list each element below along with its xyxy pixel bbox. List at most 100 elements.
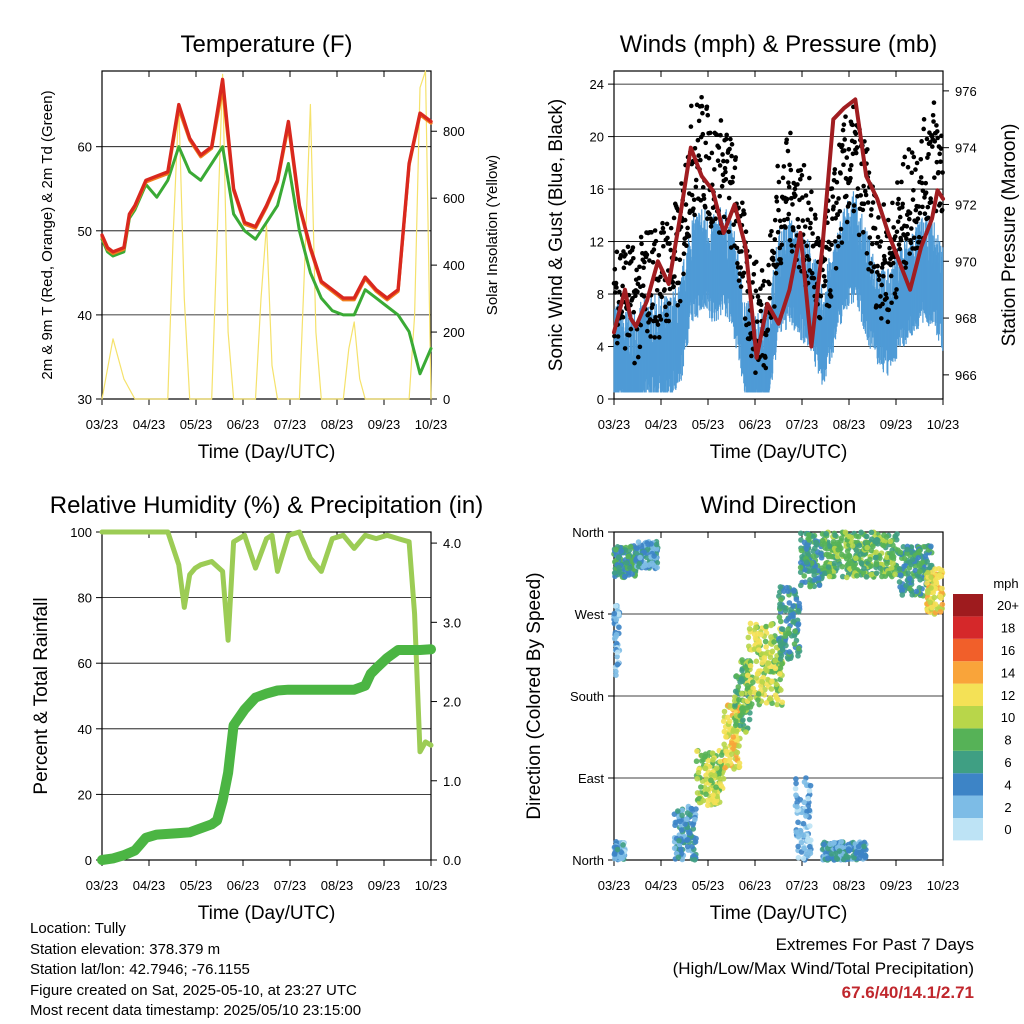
gust-point <box>652 228 658 233</box>
gust-point <box>874 240 880 246</box>
colorbar-label: 20+ <box>997 598 1019 613</box>
x-tick-label: 03/23 <box>598 417 631 432</box>
direction-point <box>790 603 797 609</box>
direction-point <box>855 843 862 850</box>
direction-point <box>862 854 869 861</box>
y-tick-label: 20 <box>78 787 92 802</box>
direction-point <box>746 626 753 632</box>
humidity-precip-panel: 0 20 40 60 80 100 0.0 1.0 2.0 3.0 4.0 03/23 04/23 05/… <box>31 492 483 924</box>
gust-point <box>818 293 824 299</box>
gust-point <box>723 136 729 142</box>
gust-point <box>867 235 873 240</box>
direction-point <box>627 543 634 550</box>
direction-point <box>834 553 841 560</box>
gust-point <box>938 146 944 151</box>
gust-point <box>767 295 773 301</box>
direction-point <box>798 530 804 537</box>
direction-point <box>744 672 751 679</box>
gust-point <box>693 177 699 183</box>
direction-point <box>803 559 810 566</box>
gust-point <box>870 200 876 205</box>
gust-point <box>899 204 905 210</box>
direction-point <box>857 551 864 558</box>
gust-point <box>848 163 854 168</box>
gust-point <box>623 260 629 265</box>
gust-point <box>705 112 711 118</box>
gust-point <box>836 234 842 240</box>
y-right-axis-label: Station Pressure (Maroon) <box>999 124 1020 347</box>
direction-point <box>890 560 896 567</box>
direction-point <box>777 618 784 625</box>
gust-point <box>787 162 792 168</box>
direction-point <box>611 610 618 617</box>
direction-point <box>773 681 780 688</box>
gust-point <box>698 157 703 163</box>
gust-point <box>808 220 813 226</box>
gust-point <box>731 222 736 227</box>
direction-point <box>687 830 693 836</box>
direction-point <box>795 621 802 627</box>
gust-point <box>926 151 931 157</box>
gust-point <box>895 219 901 224</box>
direction-point <box>897 572 904 578</box>
direction-point <box>825 564 832 570</box>
direction-point <box>690 826 697 832</box>
gust-point <box>814 239 820 245</box>
gust-point <box>772 304 777 309</box>
direction-point <box>611 855 618 862</box>
direction-point <box>753 658 760 665</box>
direction-point <box>831 560 838 567</box>
x-tick-label: 04/23 <box>133 417 166 432</box>
gust-point <box>810 231 815 236</box>
direction-point <box>897 549 904 556</box>
direction-point <box>798 547 805 554</box>
gust-point <box>778 257 783 262</box>
gust-point <box>707 130 713 136</box>
gust-point <box>730 179 735 185</box>
direction-point <box>881 538 888 545</box>
direction-point <box>689 843 695 850</box>
gust-point <box>919 180 925 186</box>
gust-point <box>785 216 790 222</box>
x-tick-label: 10/23 <box>415 417 448 432</box>
gust-point <box>879 265 885 270</box>
direction-point <box>795 645 802 652</box>
gust-point <box>842 137 848 142</box>
gust-point <box>851 208 857 214</box>
direction-point <box>684 843 691 850</box>
gust-point <box>844 155 850 160</box>
direction-point <box>908 549 914 556</box>
y-right-tick-label: 4.0 <box>443 536 461 551</box>
direction-point <box>838 537 844 544</box>
direction-point <box>713 765 720 771</box>
created-text: Figure created on Sat, 2025-05-10, at 23… <box>30 981 357 999</box>
direction-point <box>811 577 818 583</box>
gust-point <box>642 259 647 265</box>
gust-point <box>855 186 861 191</box>
gust-point <box>831 204 836 209</box>
direction-point <box>818 554 825 561</box>
gust-point <box>653 315 658 320</box>
gust-point <box>784 137 790 143</box>
direction-point <box>828 851 835 857</box>
direction-point <box>684 816 690 823</box>
direction-point <box>917 576 923 583</box>
gust-point <box>696 118 702 124</box>
direction-point <box>620 842 626 848</box>
direction-point <box>743 729 749 735</box>
gust-point <box>681 251 687 257</box>
gust-point <box>829 242 834 248</box>
gust-point <box>653 238 659 244</box>
gust-point <box>774 194 779 200</box>
direction-point <box>616 569 622 575</box>
y-right-tick-label: 3.0 <box>443 615 461 630</box>
gust-point <box>787 237 793 243</box>
direction-point <box>801 566 808 573</box>
gust-point <box>826 303 832 309</box>
gust-point <box>648 334 653 339</box>
gust-point <box>910 197 916 202</box>
y-right-tick-label: 976 <box>955 84 977 99</box>
direction-point <box>717 758 724 765</box>
gust-point <box>817 315 823 321</box>
gust-point <box>772 237 778 242</box>
